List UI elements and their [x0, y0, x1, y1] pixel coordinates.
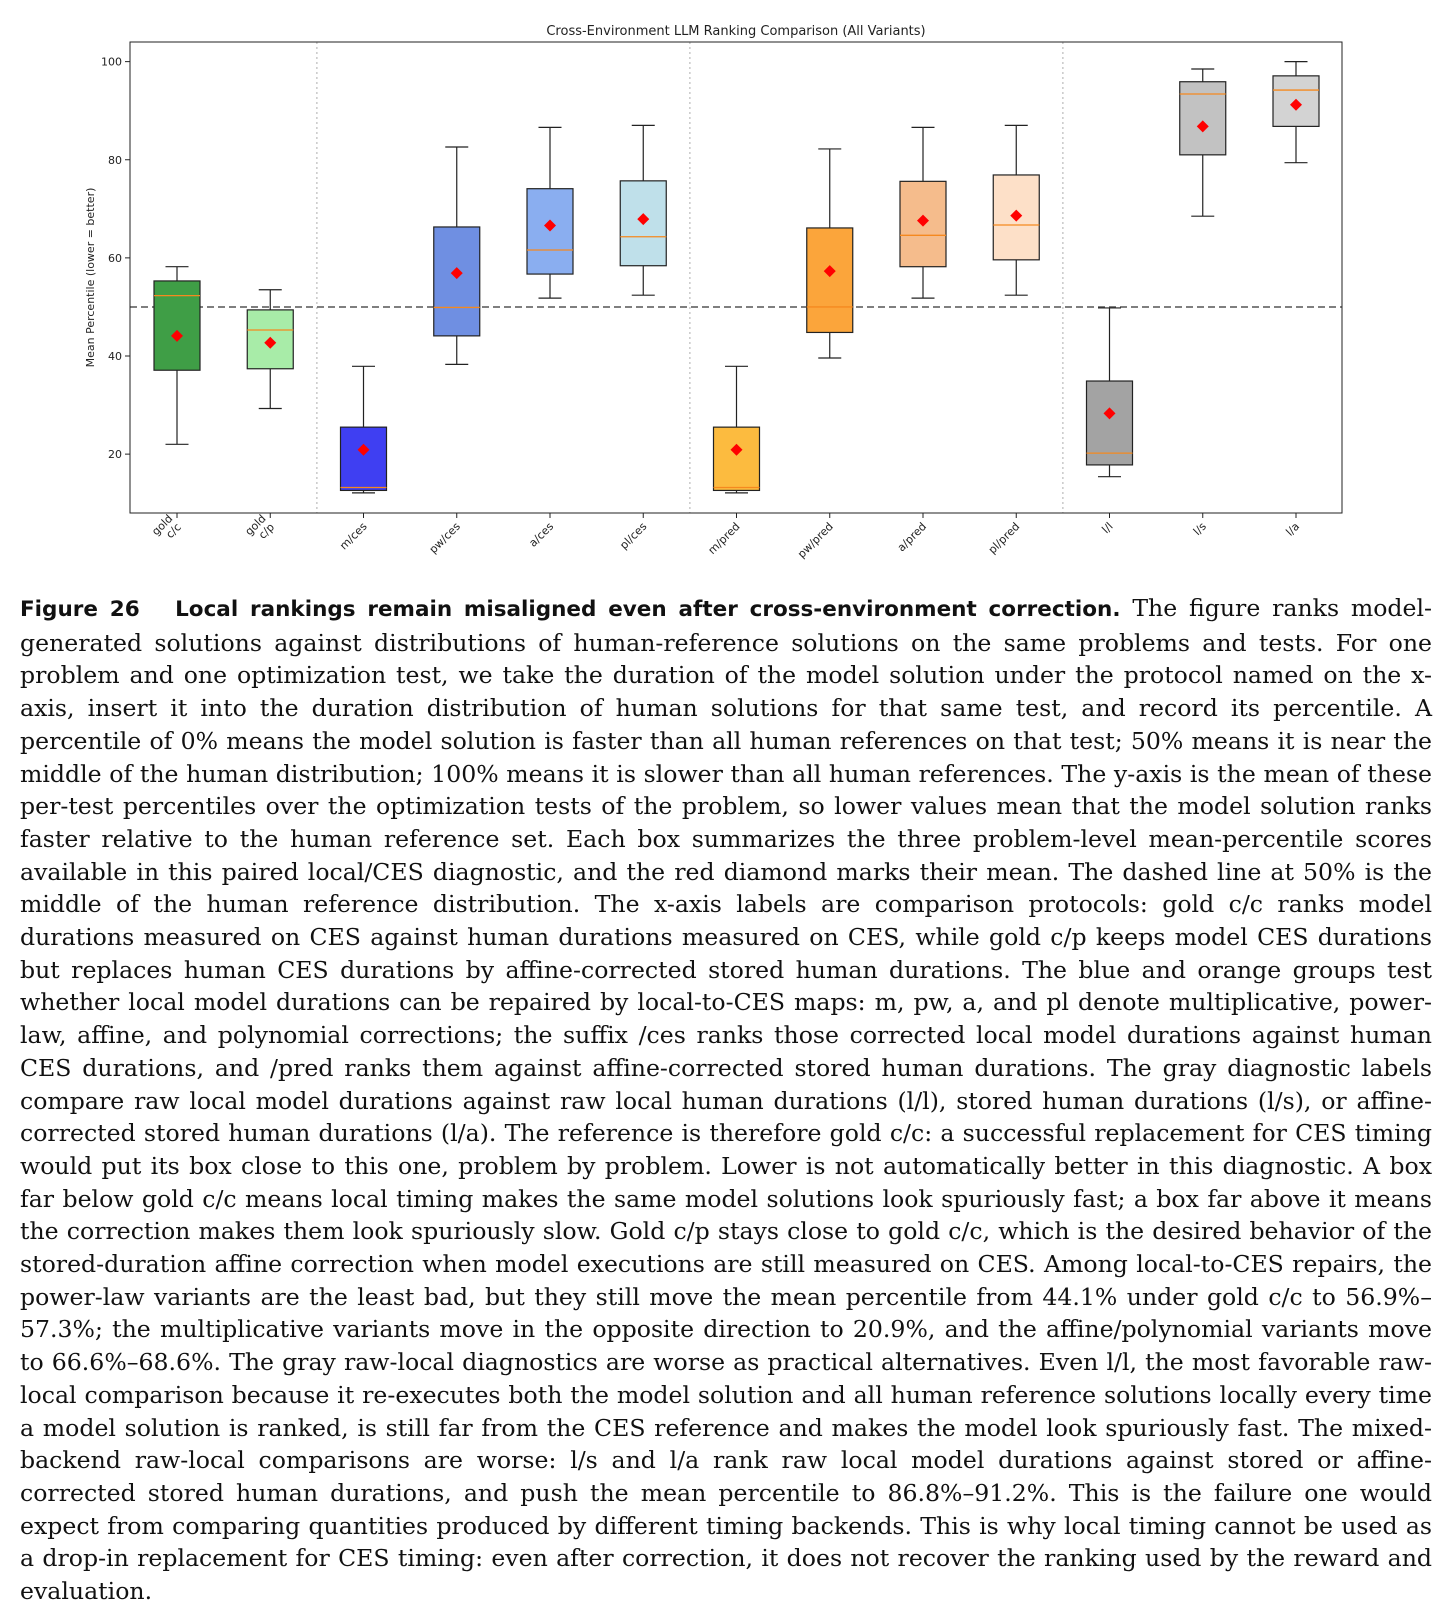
mean-marker	[917, 214, 929, 227]
x-tick-label: m/ces	[337, 520, 370, 553]
iqr-box	[712, 426, 761, 492]
mean-marker	[823, 265, 836, 278]
box-m-pred	[712, 365, 761, 494]
x-tick-label-line: l/a	[1283, 520, 1302, 539]
x-tick-label: a/ces	[526, 520, 556, 550]
iqr-box	[433, 226, 481, 337]
mean-marker	[1103, 407, 1116, 420]
x-tick-label: l/a	[1283, 520, 1302, 539]
mean-marker	[1290, 98, 1302, 111]
iqr-box	[339, 426, 388, 492]
x-tick-label: pw/ces	[427, 520, 463, 556]
figure-title: Local rankings remain misaligned even af…	[175, 597, 1121, 622]
x-tick-label-line: a/ces	[526, 520, 556, 550]
mean-marker	[357, 443, 370, 456]
figure-label: Figure 26	[20, 597, 140, 622]
x-tick-label: a/pred	[895, 520, 929, 554]
y-tick-label: 80	[108, 154, 122, 167]
x-axis-ticks: goldc/c goldc/p m/ces pw/ces a/ces pl/ces m/pr…	[149, 512, 1302, 561]
caption-body: The figure ranks model-generated solutio…	[20, 594, 1433, 1606]
y-axis-label: Mean Percentile (lower = better)	[84, 188, 97, 368]
box-gold-c-p	[246, 289, 294, 410]
x-tick-label-line: pl/pred	[986, 520, 1023, 557]
x-tick-label-line: m/pred	[706, 520, 743, 557]
x-tick-label-line: a/pred	[895, 520, 929, 554]
mean-marker	[730, 443, 743, 456]
group-separators	[316, 42, 1064, 513]
x-tick-label: m/pred	[706, 520, 743, 557]
y-axis-ticks: 20 40 60 80 100	[101, 56, 130, 461]
box-pl-ces	[619, 124, 667, 296]
iqr-box	[1085, 380, 1134, 466]
y-tick-label: 40	[108, 350, 122, 363]
x-tick-label-line: m/ces	[337, 520, 370, 553]
mean-marker	[637, 213, 650, 226]
box-m-ces	[339, 365, 388, 494]
box-pl-pred	[992, 124, 1040, 296]
mean-marker	[544, 219, 556, 232]
mean-marker	[1196, 120, 1209, 133]
box-a-ces	[526, 126, 574, 299]
x-tick-label: l/s	[1191, 520, 1209, 538]
boxes-group	[153, 61, 1320, 494]
x-tick-label: goldc/c	[149, 512, 183, 546]
box-a-pred	[899, 126, 947, 299]
x-tick-label-line: pw/pred	[795, 520, 836, 561]
box-l-s	[1179, 68, 1227, 217]
x-tick-label-line: pl/ces	[617, 520, 649, 552]
chart-title: Cross-Environment LLM Ranking Comparison…	[546, 24, 925, 39]
iqr-box	[153, 280, 201, 371]
box-l-l	[1085, 307, 1134, 478]
x-tick-label-line: l/s	[1191, 520, 1209, 538]
y-tick-label: 60	[108, 252, 122, 265]
y-tick-label: 20	[108, 448, 122, 461]
x-tick-label-line: l/l	[1099, 520, 1115, 536]
box-gold-c-c	[153, 266, 201, 445]
mean-marker	[1010, 209, 1023, 222]
x-tick-label: pl/ces	[617, 520, 649, 552]
mean-marker	[264, 336, 277, 349]
mean-marker	[450, 267, 463, 280]
iqr-box	[806, 227, 854, 334]
plot-frame	[129, 41, 1343, 514]
box-l-a	[1272, 61, 1320, 164]
box-pw-pred	[806, 148, 854, 359]
x-tick-label: pl/pred	[986, 520, 1023, 557]
chart-container: Cross-Environment LLM Ranking Comparison…	[0, 0, 1446, 595]
x-tick-label-line: pw/ces	[427, 520, 463, 556]
mean-marker	[171, 329, 183, 342]
x-tick-label: pw/pred	[795, 520, 836, 561]
box-pw-ces	[433, 146, 481, 365]
figure-caption: Figure 26 Local rankings remain misalign…	[20, 592, 1432, 1608]
x-tick-label: goldc/p	[243, 512, 277, 546]
iqr-box	[1179, 81, 1227, 156]
y-tick-label: 100	[101, 56, 122, 69]
x-tick-label: l/l	[1099, 520, 1115, 536]
box-plot-chart: Cross-Environment LLM Ranking Comparison…	[84, 24, 1343, 561]
